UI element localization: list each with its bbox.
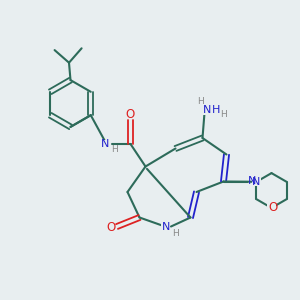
FancyBboxPatch shape: [126, 110, 135, 119]
FancyBboxPatch shape: [267, 204, 276, 212]
Text: N: N: [162, 221, 170, 232]
Text: H: H: [212, 105, 220, 115]
Text: O: O: [126, 108, 135, 121]
Text: O: O: [268, 201, 278, 214]
FancyBboxPatch shape: [248, 177, 256, 186]
FancyBboxPatch shape: [203, 106, 220, 115]
Text: H: H: [198, 97, 204, 106]
Text: N: N: [252, 177, 261, 187]
FancyBboxPatch shape: [106, 223, 116, 231]
Text: N: N: [248, 176, 256, 187]
FancyBboxPatch shape: [100, 140, 110, 148]
Text: H: H: [172, 229, 179, 238]
Text: H: H: [220, 110, 226, 119]
Text: N: N: [101, 139, 109, 149]
FancyBboxPatch shape: [252, 178, 261, 186]
Text: O: O: [106, 220, 116, 234]
Text: H: H: [111, 146, 118, 154]
Text: N: N: [203, 105, 211, 115]
FancyBboxPatch shape: [161, 222, 170, 231]
